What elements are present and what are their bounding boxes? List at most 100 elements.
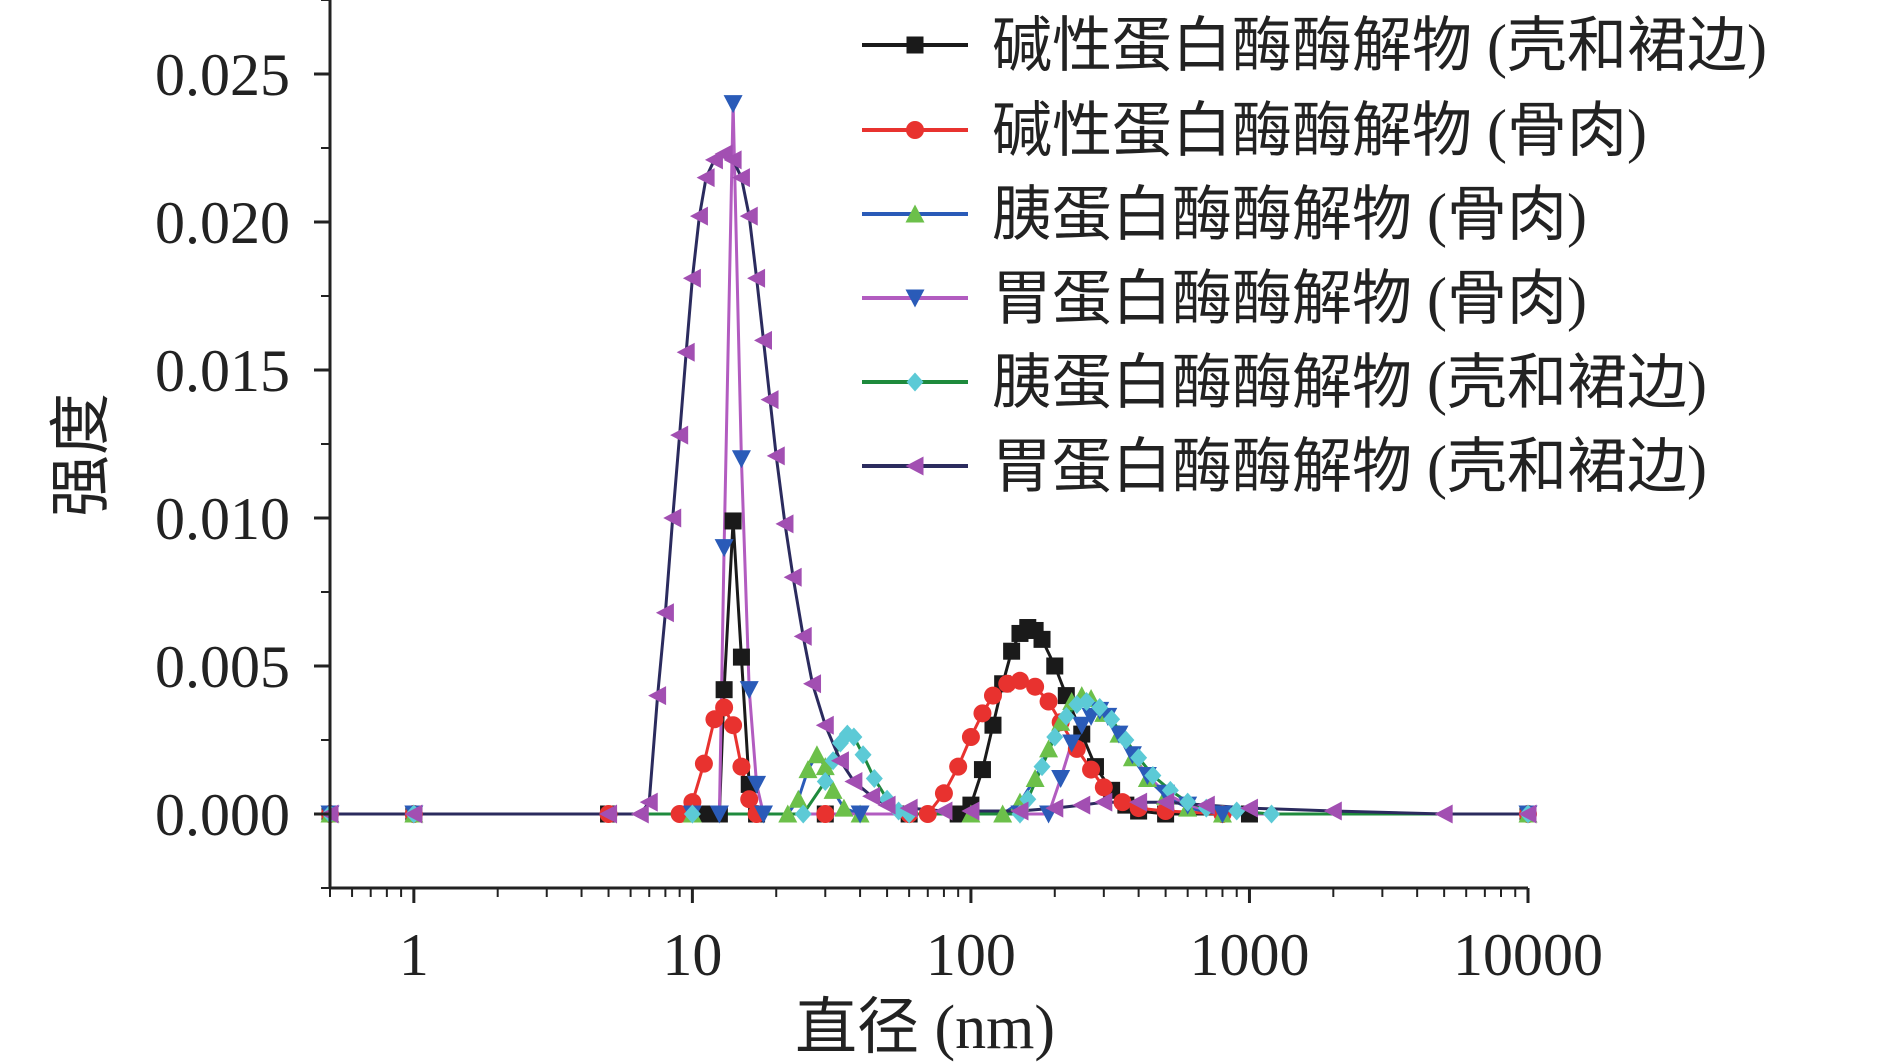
data-point — [1026, 677, 1045, 696]
data-point — [1323, 801, 1342, 821]
data-point — [1239, 798, 1258, 818]
data-point — [807, 745, 827, 764]
data-point — [1103, 709, 1121, 729]
data-point — [1196, 795, 1215, 815]
data-point — [961, 801, 980, 821]
legend-item: 胃蛋白酶酶解物 (骨肉) — [862, 266, 1587, 332]
data-point — [676, 342, 695, 362]
data-point — [973, 704, 992, 723]
data-point — [682, 268, 701, 288]
data-point — [714, 539, 734, 558]
data-point — [1113, 793, 1132, 812]
data-point — [715, 681, 733, 699]
y-ticks: 0.000 0.005 0.010 0.015 0.020 0.025 — [155, 0, 330, 889]
data-point — [723, 150, 742, 170]
data-point — [760, 390, 779, 410]
data-point — [740, 790, 759, 809]
data-point — [794, 804, 812, 824]
data-point — [775, 514, 794, 534]
data-point — [877, 795, 896, 815]
data-point — [696, 168, 715, 188]
data-point — [715, 698, 734, 717]
data-point — [1129, 792, 1148, 812]
series-markers-2 — [321, 671, 1537, 823]
data-point — [783, 567, 802, 587]
x-tick-label: 10000 — [1453, 922, 1603, 988]
data-point — [973, 761, 991, 779]
data-point — [1117, 730, 1135, 750]
series-line — [330, 700, 1528, 816]
y-axis-title: 强度 — [48, 393, 116, 517]
legend-item: 碱性蛋白酶酶解物 (壳和裙边) — [862, 13, 1767, 79]
data-point — [1003, 642, 1021, 660]
data-point — [823, 780, 843, 799]
legend-item: 胰蛋白酶酶解物 (骨肉) — [862, 182, 1587, 248]
legend-label: 胰蛋白酶酶解物 (骨肉) — [992, 182, 1587, 248]
data-point — [1094, 792, 1113, 812]
data-point — [724, 512, 742, 530]
x-tick-label: 100 — [926, 922, 1016, 988]
data-point — [934, 784, 953, 803]
x-tick-label: 1 — [399, 922, 429, 988]
data-point — [1039, 692, 1058, 711]
data-point — [793, 626, 812, 646]
data-point — [663, 508, 682, 528]
data-point — [1156, 792, 1175, 812]
data-point — [1025, 768, 1045, 787]
data-point — [803, 674, 822, 694]
data-point — [670, 425, 689, 445]
plot-area — [320, 95, 1538, 824]
data-point — [747, 775, 767, 794]
data-point — [1091, 697, 1109, 717]
data-point — [695, 805, 713, 823]
data-point — [723, 95, 743, 114]
data-point — [766, 446, 785, 466]
data-point — [844, 771, 863, 791]
data-point — [1046, 727, 1064, 747]
series-markers-6 — [320, 144, 1537, 824]
data-point — [689, 206, 708, 226]
data-point — [1057, 706, 1075, 726]
data-point — [1062, 734, 1082, 753]
data-point — [816, 771, 834, 791]
data-point — [918, 805, 937, 823]
y-tick-label: 0.025 — [155, 42, 290, 108]
legend-label: 碱性蛋白酶酶解物 (壳和裙边) — [992, 13, 1767, 79]
data-point — [1434, 804, 1453, 824]
x-tick-label: 10 — [662, 922, 722, 988]
data-point — [788, 789, 808, 808]
data-point — [1130, 748, 1148, 768]
data-point — [1039, 739, 1059, 758]
series-markers — [320, 95, 1538, 824]
legend-marker — [906, 372, 924, 392]
data-point — [739, 206, 758, 226]
data-point — [934, 801, 953, 821]
data-point — [816, 805, 835, 823]
data-point — [1010, 671, 1029, 690]
data-point — [1144, 766, 1162, 786]
data-point — [709, 805, 729, 824]
data-point — [731, 168, 750, 188]
data-point — [753, 805, 773, 824]
data-point — [753, 330, 772, 350]
data-point — [732, 648, 750, 666]
y-tick-label: 0.015 — [155, 338, 290, 404]
y-tick-label: 0.005 — [155, 634, 290, 700]
data-point — [1019, 789, 1037, 809]
data-point — [747, 268, 766, 288]
data-point — [683, 804, 701, 824]
data-point — [984, 716, 1002, 734]
data-point — [1010, 801, 1029, 821]
legend-item: 碱性蛋白酶酶解物 (骨肉) — [862, 98, 1647, 164]
data-point — [1072, 795, 1091, 815]
y-tick-label: 0.020 — [155, 190, 290, 256]
data-point — [1051, 769, 1071, 788]
legend-marker — [905, 289, 925, 308]
data-point — [655, 603, 674, 623]
data-point — [1161, 780, 1179, 800]
data-point — [830, 751, 849, 771]
data-point — [1033, 757, 1051, 777]
data-point — [694, 754, 713, 773]
data-point — [648, 686, 667, 706]
